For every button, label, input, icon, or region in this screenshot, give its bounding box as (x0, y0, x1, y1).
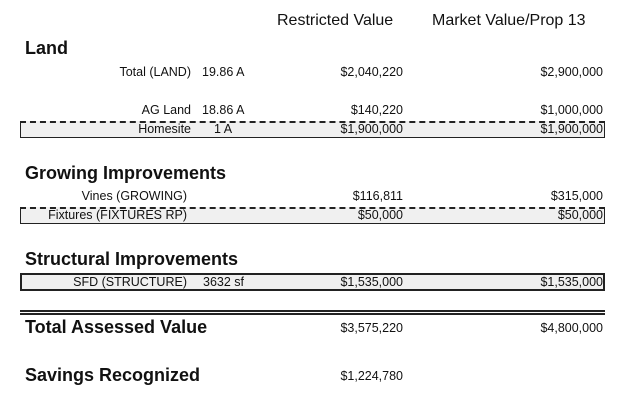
market-value-header: Market Value/Prop 13 (432, 12, 586, 29)
row-label: Fixtures (FIXTURES RP) (48, 208, 187, 222)
total-double-rule (20, 310, 605, 315)
row-label: SFD (STRUCTURE) (73, 275, 187, 289)
row-label: Total (LAND) (119, 65, 191, 79)
sfd-row-highlight (20, 273, 605, 291)
market-value: $315,000 (550, 189, 603, 203)
market-value: $50,000 (557, 208, 603, 222)
total-assessed-label: Total Assessed Value (25, 317, 208, 337)
market-value: $1,535,000 (540, 275, 603, 289)
restricted-value: $1,535,000 (340, 275, 403, 289)
restricted-value: $1,900,000 (340, 122, 403, 136)
savings-value: $1,224,780 (340, 369, 403, 383)
structural-section-title: Structural Improvements (25, 249, 239, 269)
market-value: $1,900,000 (540, 122, 603, 136)
row-quantity: 19.86 A (202, 65, 245, 79)
row-label: Homesite (138, 122, 191, 136)
restricted-value: $140,220 (350, 103, 403, 117)
homesite-row-highlight (20, 121, 605, 138)
market-value: $1,000,000 (540, 103, 603, 117)
total-restricted-value: $3,575,220 (340, 321, 403, 335)
fixtures-row-highlight (20, 207, 605, 224)
growing-section-title: Growing Improvements (25, 163, 227, 183)
restricted-value: $116,811 (352, 189, 403, 203)
row-quantity: 3632 sf (203, 275, 245, 289)
row-label: AG Land (141, 103, 191, 117)
restricted-value: $2,040,220 (340, 65, 403, 79)
restricted-value-header: Restricted Value (277, 12, 394, 29)
row-label: Vines (GROWING) (81, 189, 187, 203)
land-section-title: Land (25, 38, 68, 58)
market-value: $2,900,000 (540, 65, 603, 79)
restricted-value: $50,000 (357, 208, 403, 222)
row-quantity: 18.86 A (202, 103, 245, 117)
savings-label: Savings Recognized (25, 365, 201, 385)
total-market-value: $4,800,000 (540, 321, 603, 335)
row-quantity: 1 A (214, 122, 233, 136)
